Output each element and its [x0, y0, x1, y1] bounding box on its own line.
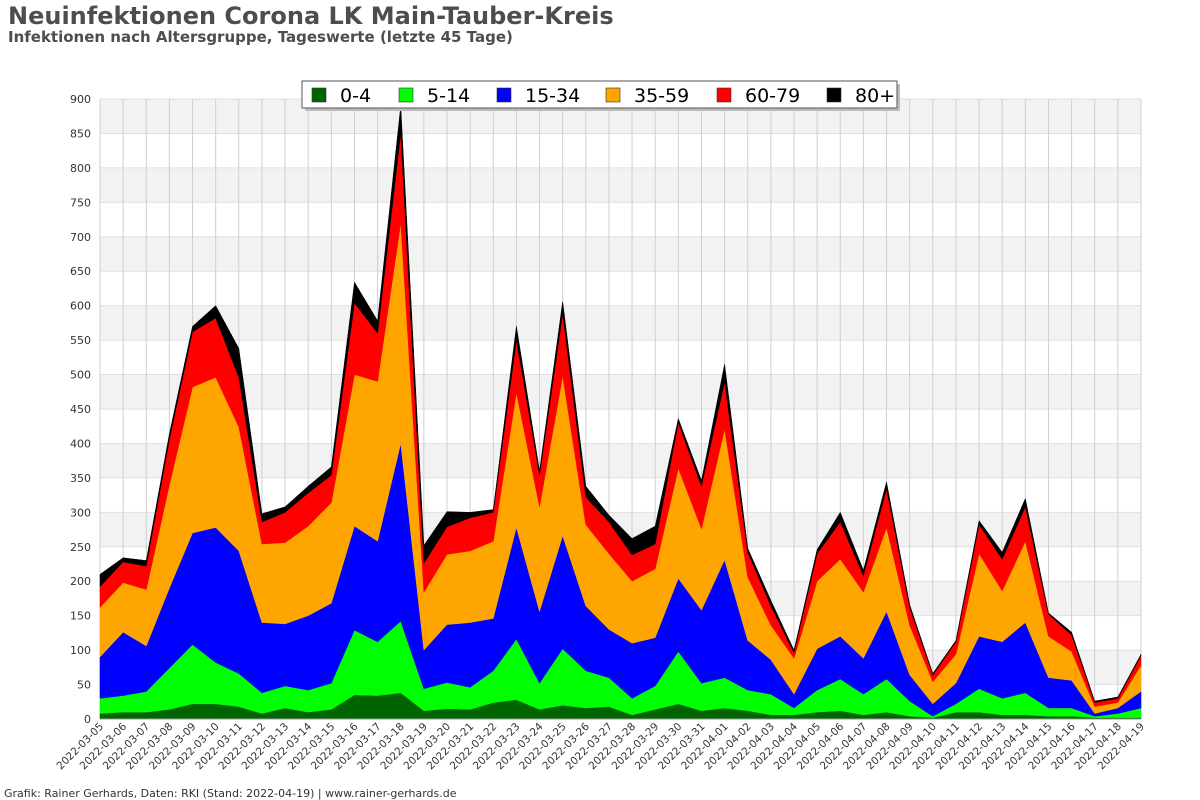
grid-band: [100, 477, 1141, 513]
grid-band: [100, 374, 1141, 409]
grid-band: [100, 305, 1141, 341]
legend-box: [301, 80, 898, 109]
y-tick-label: 800: [70, 162, 91, 175]
legend-label-0-4: 0-4: [340, 85, 371, 107]
legend-swatch-5-14: [398, 87, 414, 103]
chart-subtitle: Infektionen nach Altersgruppe, Tageswert…: [8, 28, 513, 46]
legend-label-5-14: 5-14: [427, 85, 470, 107]
y-tick-label: 100: [70, 644, 91, 657]
legend-label-15-34: 15-34: [525, 85, 580, 107]
grid-band: [100, 340, 1141, 375]
y-tick-label: 650: [70, 265, 91, 278]
grid-band: [100, 236, 1141, 272]
legend-label-35-59: 35-59: [634, 85, 689, 107]
legend-label-60-79: 60-79: [745, 85, 800, 107]
y-tick-label: 350: [70, 472, 91, 485]
legend-swatch-60-79: [716, 87, 732, 103]
y-tick-label: 0: [84, 713, 91, 726]
grid-band: [100, 133, 1141, 168]
y-tick-label: 200: [70, 575, 91, 588]
legend-swatch-15-34: [496, 87, 512, 103]
legend-swatch-35-59: [605, 87, 621, 103]
y-tick-label: 250: [70, 541, 91, 554]
legend-swatch-0-4: [311, 87, 327, 103]
y-tick-label: 500: [70, 369, 91, 382]
grid-band: [100, 443, 1141, 478]
grid-band: [100, 167, 1141, 203]
y-tick-label: 150: [70, 610, 91, 623]
y-tick-label: 850: [70, 127, 91, 140]
y-tick-label: 700: [70, 231, 91, 244]
grid-band: [100, 271, 1141, 306]
y-tick-label: 300: [70, 506, 91, 519]
grid-band: [100, 409, 1141, 444]
y-tick-label: 900: [70, 93, 91, 106]
y-tick-label: 50: [77, 679, 91, 692]
y-tick-label: 550: [70, 334, 91, 347]
legend-swatch-80+: [826, 87, 842, 103]
grid-band: [100, 202, 1141, 237]
chart-title: Neuinfektionen Corona LK Main-Tauber-Kre…: [8, 2, 614, 30]
y-tick-label: 450: [70, 403, 91, 416]
y-tick-label: 400: [70, 437, 91, 450]
footer-credit: Grafik: Rainer Gerhards, Daten: RKI (Sta…: [4, 787, 457, 800]
series-area-80+: [99, 105, 1142, 703]
y-tick-label: 600: [70, 300, 91, 313]
y-tick-label: 750: [70, 196, 91, 209]
legend-label-80+: 80+: [855, 85, 895, 107]
